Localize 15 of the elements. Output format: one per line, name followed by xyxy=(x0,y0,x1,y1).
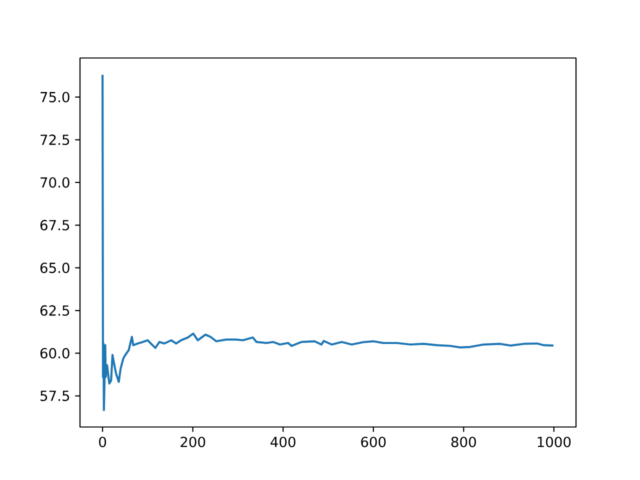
y-tick-label: 70.0 xyxy=(40,177,70,188)
y-tick-label: 62.5 xyxy=(40,305,70,316)
y-tick-label: 72.5 xyxy=(40,134,70,146)
line-series xyxy=(102,74,554,412)
y-tick-label: 65.0 xyxy=(40,262,70,274)
y-tick-label: 67.5 xyxy=(40,220,70,230)
x-tick-label: 800 xyxy=(451,436,476,448)
x-tick-label: 600 xyxy=(361,436,386,448)
y-tick-label: 75.0 xyxy=(40,92,70,102)
x-tick-label: 400 xyxy=(270,436,296,448)
y-tick-label: 60.0 xyxy=(40,348,70,358)
x-tick-label: 1000 xyxy=(538,436,571,448)
x-tick-label: 200 xyxy=(180,436,206,448)
x-tick-label: 0 xyxy=(99,436,106,448)
y-tick-label: 57.5 xyxy=(40,390,70,402)
